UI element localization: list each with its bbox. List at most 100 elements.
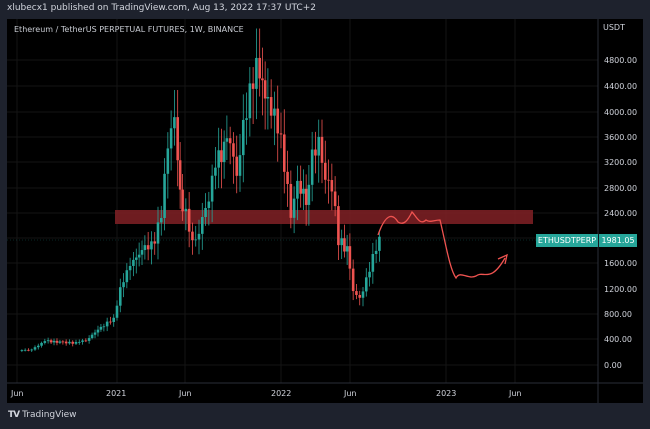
time-tick: Jun: [344, 389, 357, 398]
candle: [87, 338, 91, 341]
candle: [323, 162, 327, 180]
time-tick: Jun: [509, 389, 522, 398]
candle: [27, 349, 30, 351]
candle: [258, 57, 261, 79]
candle: [146, 245, 150, 250]
candle: [143, 245, 147, 251]
time-tick: Jun: [11, 389, 24, 398]
candle: [355, 291, 358, 295]
candle: [333, 191, 337, 207]
grid-lines: [7, 19, 598, 383]
candle: [273, 108, 276, 116]
candle: [304, 188, 308, 205]
currency-label: USDT: [603, 23, 625, 32]
candle: [245, 118, 248, 120]
candle: [207, 201, 211, 208]
candle: [55, 340, 59, 343]
candle: [184, 208, 188, 212]
candle: [40, 342, 43, 346]
candle: [289, 183, 293, 218]
candle: [361, 291, 365, 298]
candle: [348, 246, 352, 269]
candle: [33, 347, 37, 350]
candle: [286, 171, 289, 184]
candle: [228, 138, 232, 144]
resistance-zone[interactable]: [115, 210, 533, 224]
candle: [187, 208, 191, 232]
price-tick: 800.00: [604, 310, 632, 319]
candle: [68, 341, 71, 344]
candle: [99, 326, 103, 330]
candle: [125, 270, 129, 283]
candle: [337, 206, 340, 246]
candle: [222, 141, 226, 163]
candle: [122, 282, 125, 288]
time-tick: 2021: [106, 389, 127, 398]
candle: [310, 149, 314, 185]
time-tick: 2023: [436, 389, 457, 398]
candle: [220, 150, 223, 163]
candle: [166, 148, 170, 174]
price-tick: 0.00: [604, 361, 622, 370]
chart-title: Ethereum / TetherUS PERPETUAL FUTURES, 1…: [14, 25, 244, 34]
candle: [255, 57, 258, 89]
candle: [261, 78, 264, 81]
candle: [178, 160, 182, 190]
candle: [36, 345, 40, 348]
tradingview-logo-icon: TV: [8, 410, 20, 420]
candle: [307, 184, 311, 205]
candle: [340, 238, 343, 246]
candle: [317, 136, 321, 156]
candle: [217, 150, 220, 168]
candle: [364, 277, 368, 292]
candle: [314, 149, 317, 156]
candle: [74, 341, 78, 344]
candle: [20, 350, 24, 351]
publish-info: xlubecx1 published on TradingView.com, A…: [7, 3, 316, 13]
candle: [169, 128, 173, 149]
candle: [266, 97, 270, 99]
candle: [282, 134, 286, 172]
candle: [191, 231, 194, 241]
candle: [343, 238, 346, 252]
candle: [200, 217, 204, 234]
candle: [105, 321, 109, 327]
time-tick: 2022: [271, 389, 292, 398]
candle: [241, 119, 245, 156]
price-tick: 1200.00: [604, 285, 638, 294]
candle: [292, 198, 296, 218]
candle: [90, 334, 94, 339]
tradingview-brand[interactable]: TV TradingView: [8, 410, 77, 420]
candle: [156, 222, 160, 244]
candle: [61, 341, 65, 343]
projection-arrow-icon: [497, 253, 508, 265]
candle: [263, 80, 267, 99]
candle: [345, 246, 349, 252]
candle: [181, 189, 184, 212]
candle: [269, 97, 273, 116]
price-tick: 400.00: [604, 335, 632, 344]
candle: [159, 217, 163, 223]
price-tick: 4800.00: [604, 56, 638, 65]
candle: [112, 317, 116, 323]
candle: [197, 233, 201, 240]
candle: [210, 175, 214, 202]
projection-path[interactable]: [377, 210, 506, 280]
candle: [23, 349, 27, 351]
price-tick: 4000.00: [604, 108, 638, 117]
candle: [299, 180, 302, 194]
candle: [58, 341, 62, 343]
candle: [30, 349, 34, 351]
candle: [102, 326, 106, 328]
candle: [330, 180, 334, 192]
candle: [204, 207, 207, 218]
candle: [115, 305, 119, 318]
price-tick: 2800.00: [604, 184, 638, 193]
candle: [374, 250, 378, 254]
candle: [134, 257, 138, 260]
candle: [81, 340, 84, 342]
price-tick: 1600.00: [604, 259, 638, 268]
price-tick: 3200.00: [604, 158, 638, 167]
candle: [132, 259, 135, 266]
